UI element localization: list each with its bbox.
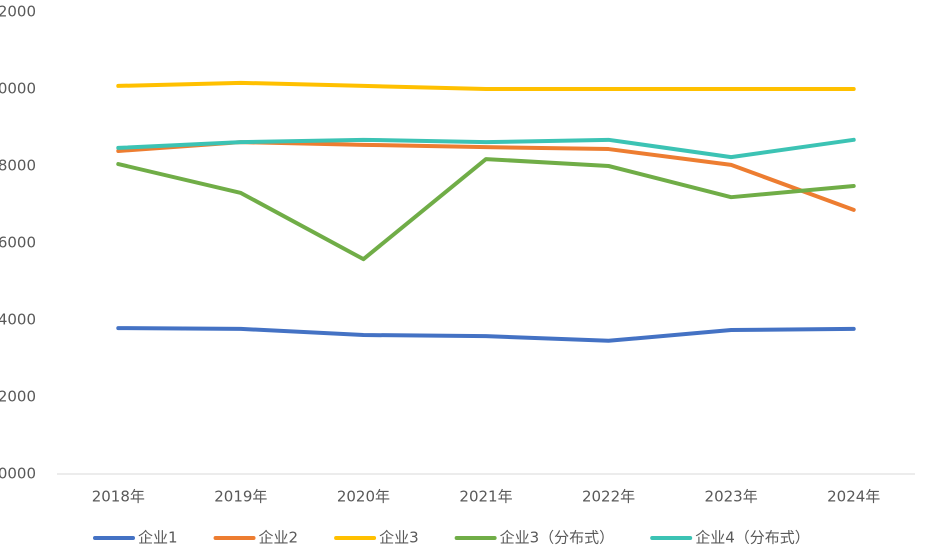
series-line (116, 137, 856, 160)
y-tick-label: 0000 (0, 80, 36, 98)
x-tick-label: 2021年 (459, 488, 512, 506)
legend-label: 企业4（分布式） (695, 529, 810, 547)
y-tick-label: 2000 (0, 388, 36, 406)
legend-label: 企业2 (259, 529, 299, 547)
series-line (116, 140, 856, 212)
x-tick-label: 2022年 (582, 488, 635, 506)
y-tick-label: 0000 (0, 465, 36, 483)
x-tick-label: 2020年 (337, 488, 390, 506)
y-tick-label: 6000 (0, 234, 36, 252)
x-tick-label: 2024年 (827, 488, 880, 506)
series-line (116, 80, 856, 91)
y-tick-label: 8000 (0, 157, 36, 175)
series-line (116, 326, 856, 343)
y-tick-label: 2000 (0, 3, 36, 21)
series-line (116, 157, 856, 262)
x-tick-label: 2023年 (705, 488, 758, 506)
x-tick-label: 2019年 (214, 488, 267, 506)
x-tick-label: 2018年 (92, 488, 145, 506)
legend-label: 企业3（分布式） (500, 529, 615, 547)
legend-label: 企业3 (379, 529, 419, 547)
y-tick-label: 4000 (0, 311, 36, 329)
legend-label: 企业1 (138, 529, 178, 547)
